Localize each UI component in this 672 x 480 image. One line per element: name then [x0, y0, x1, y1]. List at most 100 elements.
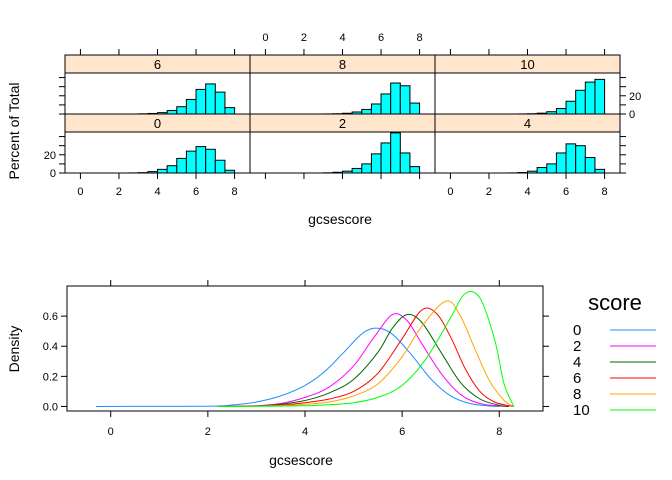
x-tick-label: 4	[524, 186, 530, 198]
density-lines	[96, 291, 515, 407]
panel-strip-label: 0	[154, 116, 161, 131]
x-tick-label: 0	[108, 426, 114, 438]
density-line-8	[217, 300, 515, 407]
histogram-bar	[594, 78, 606, 115]
y-tick-label: 20	[629, 91, 641, 103]
y-tick-label: 0	[629, 109, 635, 121]
histogram-panel: 8	[249, 54, 436, 115]
density-figure: 0 2 4 6 80.00.20.40.6 gcsescore Density scor…	[6, 280, 656, 468]
histogram-panel: 6	[64, 54, 251, 115]
x-tick-label: 4	[154, 186, 160, 198]
x-tick-label: 4	[339, 32, 345, 44]
histogram-bar	[370, 153, 382, 174]
histogram-bar	[214, 91, 226, 115]
legend-label: 8	[573, 386, 581, 403]
histogram-bar	[399, 152, 411, 174]
x-tick-label: 8	[417, 32, 423, 44]
histogram-y-axis-title: Percent of Total	[6, 82, 22, 179]
x-tick-label: 0	[77, 186, 83, 198]
histogram-bar	[565, 143, 577, 174]
histogram-bar	[176, 106, 187, 115]
legend-label: 4	[573, 354, 581, 371]
panel-strip-label: 2	[339, 116, 346, 131]
histogram-bar	[565, 100, 577, 115]
legend-label: 10	[573, 402, 590, 419]
legend-label: 0	[573, 322, 581, 339]
histogram-bar	[399, 85, 411, 115]
panel-strip-label: 8	[339, 57, 346, 72]
y-tick-label: 0.2	[43, 371, 58, 383]
density-axes: 0 2 4 6 8 0.0 0.2 0.4 0.6	[43, 280, 549, 438]
histogram-bar	[370, 103, 382, 115]
x-tick-label: 2	[205, 426, 211, 438]
histogram-axes: 0 2 4 6 8 0 2 4 6 8 0 2 4 6 8 0 20 0 20	[44, 32, 642, 198]
x-tick-label: 0	[262, 32, 268, 44]
density-line-4	[217, 313, 510, 407]
histogram-bar	[575, 145, 586, 174]
y-tick-label: 0.0	[43, 401, 58, 413]
y-tick-label: 0.4	[43, 341, 58, 353]
histogram-bar	[555, 108, 567, 115]
histogram-bar	[185, 98, 197, 115]
panel-strip-label: 6	[154, 57, 161, 72]
histogram-panel: 0	[64, 113, 251, 174]
panel-strip-label: 4	[524, 116, 531, 131]
histogram-bar	[380, 142, 392, 174]
histogram-bar	[546, 163, 557, 174]
histogram-panel: 4	[434, 113, 621, 174]
x-tick-label: 6	[193, 186, 199, 198]
density-line-6	[217, 307, 514, 407]
histogram-bar	[176, 157, 187, 174]
histogram-bar	[380, 93, 392, 115]
histogram-bar	[575, 89, 586, 115]
legend-label: 6	[573, 370, 581, 387]
histogram-bar	[195, 146, 207, 174]
histogram-bar	[157, 168, 168, 174]
histogram-bar	[594, 168, 606, 174]
density-line-2	[217, 313, 510, 407]
histogram-panel: 10	[434, 54, 621, 115]
histogram-bar	[536, 167, 548, 174]
x-tick-label: 8	[232, 186, 238, 198]
histogram-bar	[195, 88, 207, 115]
histogram-bar	[409, 102, 421, 115]
x-tick-label: 6	[399, 426, 405, 438]
density-y-axis-title: Density	[6, 326, 22, 373]
x-tick-label: 0	[447, 186, 453, 198]
histogram-bar	[166, 110, 178, 115]
x-tick-label: 2	[486, 186, 492, 198]
histogram-panel: 2	[249, 113, 436, 174]
histogram-bar	[390, 82, 401, 115]
histogram-bar	[584, 81, 596, 115]
histogram-bar	[214, 159, 226, 174]
x-tick-label: 4	[302, 426, 308, 438]
histogram-bar	[185, 150, 197, 174]
y-tick-label: 20	[44, 150, 56, 162]
histogram-x-axis-title: gcsescore	[308, 211, 372, 227]
histogram-bar	[390, 132, 401, 174]
histogram-bar	[205, 148, 216, 174]
legend-title: score	[588, 290, 642, 315]
histogram-bar	[555, 152, 567, 174]
density-line-0	[96, 327, 500, 407]
y-tick-label: 0.6	[43, 311, 58, 323]
histogram-bar	[584, 157, 596, 174]
histogram-bar	[409, 166, 421, 174]
histogram-bar	[351, 167, 363, 174]
histogram-bar	[224, 107, 236, 115]
histogram-panels: 6 8 10 0 2 4	[64, 54, 621, 174]
y-tick-label: 0	[50, 168, 56, 180]
x-tick-label: 2	[301, 32, 307, 44]
histogram-bar	[361, 163, 372, 174]
x-tick-label: 8	[602, 186, 608, 198]
x-tick-label: 6	[563, 186, 569, 198]
density-plot-frame	[66, 285, 544, 412]
x-tick-label: 8	[496, 426, 502, 438]
panel-strip-label: 10	[520, 57, 534, 72]
density-x-axis-title: gcsescore	[269, 452, 333, 468]
histogram-bar	[205, 83, 216, 115]
